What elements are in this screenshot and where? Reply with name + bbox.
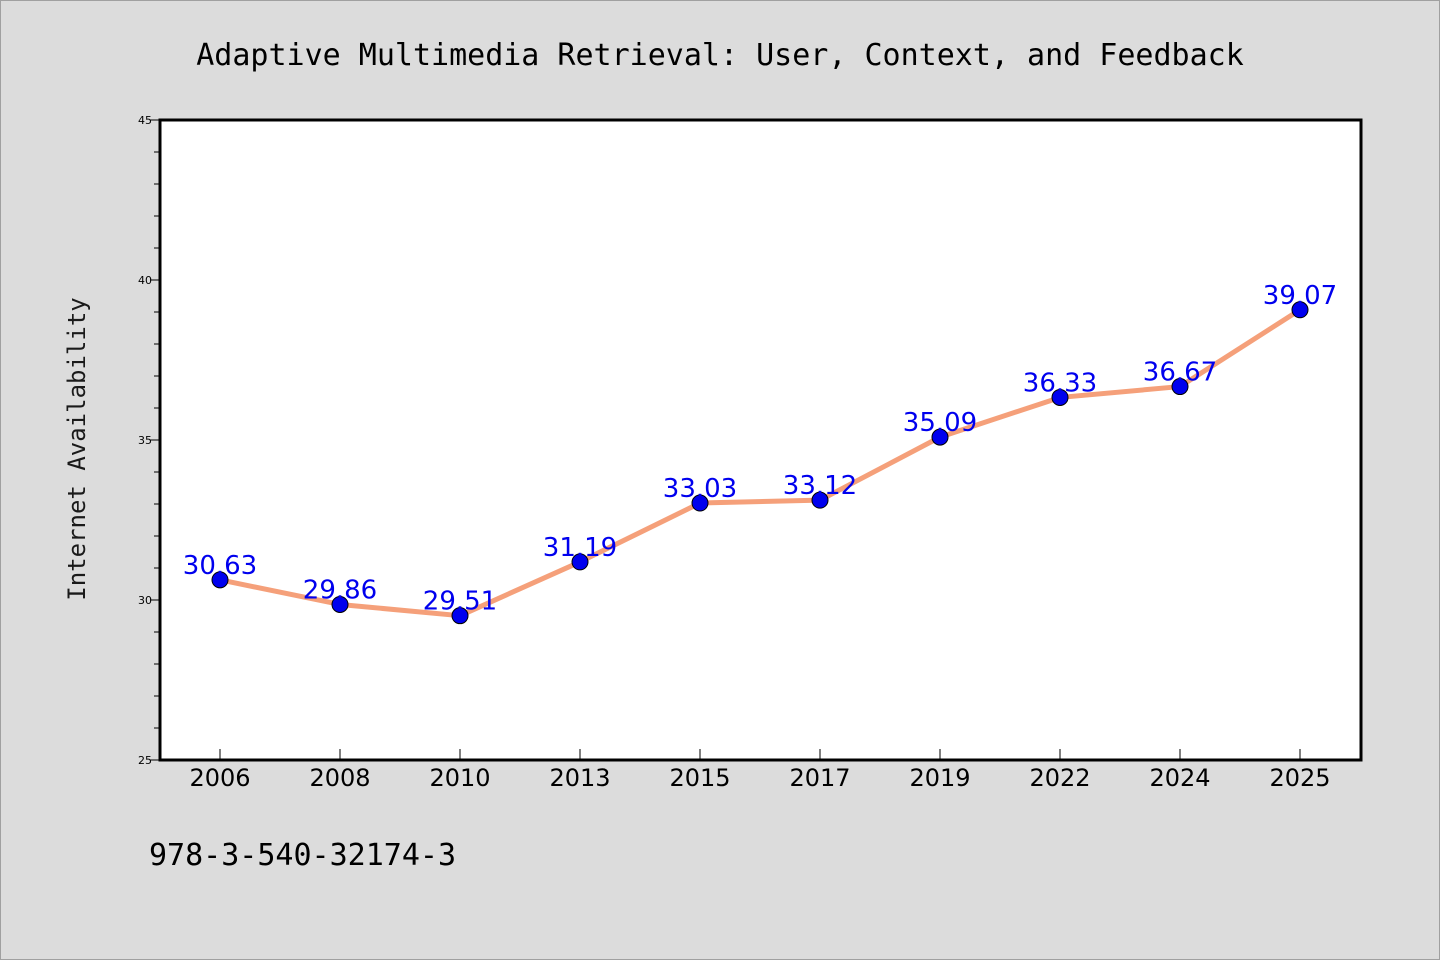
x-tick-label: 2006 bbox=[189, 764, 250, 792]
y-axis-ticks: 25 30 35 40 45 bbox=[138, 114, 159, 767]
x-tick-label: 2010 bbox=[429, 764, 490, 792]
data-label: 31.19 bbox=[543, 533, 617, 563]
data-label: 33.03 bbox=[663, 474, 737, 504]
y-tick-label: 30 bbox=[138, 594, 152, 607]
data-label: 39.07 bbox=[1263, 281, 1337, 311]
data-label: 30.63 bbox=[183, 551, 257, 581]
y-tick-label: 45 bbox=[138, 114, 152, 127]
data-label: 36.33 bbox=[1023, 368, 1097, 398]
data-point bbox=[691, 494, 709, 512]
data-point bbox=[211, 571, 229, 589]
data-label: 36.67 bbox=[1143, 358, 1217, 388]
data-label: 33.12 bbox=[783, 471, 857, 501]
plot-area bbox=[158, 118, 1363, 762]
data-point bbox=[451, 607, 469, 625]
data-point bbox=[331, 595, 349, 613]
x-tick-label: 2017 bbox=[789, 764, 850, 792]
x-tick-label: 2024 bbox=[1149, 764, 1210, 792]
x-axis-ticks: 2006 2008 2010 2013 2015 2017 2019 2022 2024 2025 bbox=[189, 749, 1331, 792]
x-tick-label: 2022 bbox=[1029, 764, 1090, 792]
x-tick-label: 2025 bbox=[1269, 764, 1330, 792]
data-label: 29.51 bbox=[423, 587, 497, 617]
x-tick-label: 2013 bbox=[549, 764, 610, 792]
isbn-footnote: 978-3-540-32174-3 bbox=[149, 838, 456, 873]
x-tick-label: 2015 bbox=[669, 764, 730, 792]
data-label: 35.09 bbox=[903, 408, 977, 438]
series-line bbox=[217, 307, 1303, 619]
data-point bbox=[1171, 378, 1189, 396]
data-point bbox=[1291, 301, 1309, 319]
x-tick-label: 2019 bbox=[909, 764, 970, 792]
data-markers bbox=[211, 301, 1309, 625]
y-tick-label: 25 bbox=[138, 754, 152, 767]
data-point bbox=[931, 428, 949, 446]
y-tick-label: 35 bbox=[138, 434, 152, 447]
data-point bbox=[811, 491, 829, 509]
data-point bbox=[571, 553, 589, 571]
data-labels: 30.63 29.86 29.51 31.19 33.03 33.12 35.09 36.33… bbox=[183, 281, 1337, 617]
chart-title: Adaptive Multimedia Retrieval: User, Con… bbox=[196, 38, 1244, 73]
y-axis-label: Internet Availability bbox=[63, 297, 91, 600]
data-point bbox=[1051, 388, 1069, 406]
y-tick-label: 40 bbox=[138, 274, 152, 287]
x-tick-label: 2008 bbox=[309, 764, 370, 792]
data-label: 29.86 bbox=[303, 575, 377, 605]
